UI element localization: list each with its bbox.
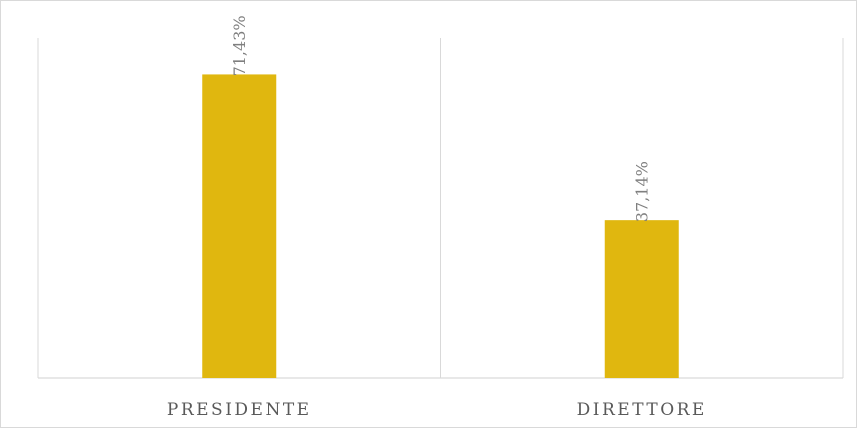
bar-presidente xyxy=(202,74,277,379)
data-label-presidente: 71,43% xyxy=(230,15,249,76)
x-tick-label: DIRETTORE xyxy=(577,400,707,420)
chart-data-labels: 71,43% 37,14% xyxy=(230,15,652,222)
chart-category-labels: PRESIDENTE DIRETTORE xyxy=(167,400,707,420)
chart-bars xyxy=(202,74,679,379)
x-tick-label: PRESIDENTE xyxy=(167,400,312,420)
data-label-direttore: 37,14% xyxy=(633,161,652,222)
bar-direttore xyxy=(604,220,679,378)
chart-axes xyxy=(37,38,844,379)
